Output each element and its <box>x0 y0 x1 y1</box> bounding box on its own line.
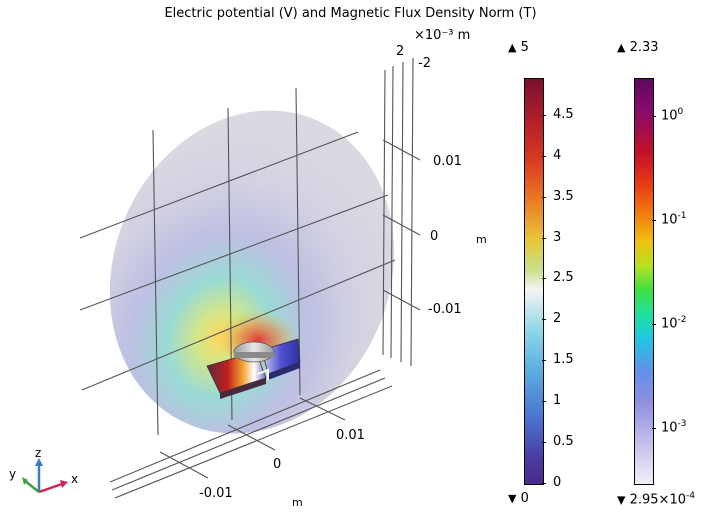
flux-tick-label: 10-1 <box>661 211 687 228</box>
flux-tick-label: 10-3 <box>661 418 687 436</box>
potential-tick-mark <box>542 401 546 403</box>
potential-tick-mark <box>542 278 546 280</box>
potential-tick-label: 0.5 <box>553 434 574 450</box>
axis-unit-x: m <box>292 496 303 509</box>
potential-tick-mark <box>542 196 546 198</box>
potential-tick-label: 3 <box>553 229 562 245</box>
tick-right-1: 0 <box>430 229 439 244</box>
potential-tick-mark <box>542 114 546 116</box>
potential-tick-mark <box>542 237 546 239</box>
flux-max-label: ▲ 2.33 <box>617 40 659 55</box>
potential-tick-label: 1.5 <box>553 352 574 368</box>
axis-unit-z: m <box>476 233 487 246</box>
potential-min-label: ▼ 0 <box>508 491 529 506</box>
potential-colorbar <box>524 78 544 485</box>
potential-tick-mark <box>542 483 546 484</box>
flux-tick-label: 100 <box>661 107 684 124</box>
potential-tick-label: 4 <box>553 147 562 163</box>
plot-title: Electric potential (V) and Magnetic Flux… <box>164 6 537 21</box>
small-connector <box>257 368 269 380</box>
grid-lines <box>79 57 421 499</box>
tick-top-1: -2 <box>418 56 431 71</box>
axis-y-label: y <box>9 467 17 481</box>
potential-max-label: ▲ 5 <box>508 40 529 55</box>
axis-triad <box>22 458 68 494</box>
potential-tick-mark <box>542 360 546 362</box>
tick-bottom-0: 0.01 <box>336 428 365 443</box>
tick-right-0: 0.01 <box>433 154 462 169</box>
tick-bottom-2: -0.01 <box>199 486 233 501</box>
device-geometry[interactable] <box>206 338 301 399</box>
potential-tick-label: 4.5 <box>553 106 574 122</box>
potential-tick-label: 0 <box>553 475 562 490</box>
tick-right-2: -0.01 <box>428 302 462 317</box>
right-plate-side <box>268 362 300 380</box>
flux-tick-mark <box>652 116 656 118</box>
potential-tick-label: 3.5 <box>553 188 574 204</box>
flux-tick-mark <box>652 323 656 325</box>
flux-tick-mark <box>652 220 656 222</box>
flux-min-label: ▼ 2.95×10-4 <box>617 491 695 508</box>
flux-tick-label: 10-2 <box>661 314 687 332</box>
axis-z-label: z <box>35 446 42 460</box>
potential-tick-label: 1 <box>553 393 562 409</box>
center-disc-side <box>234 352 274 358</box>
air-domain-ellipsoid <box>109 110 395 434</box>
potential-tick-label: 2 <box>553 311 562 327</box>
potential-tick-mark <box>542 319 546 321</box>
scale-unit-label: ×10⁻³ m <box>414 28 471 43</box>
left-plate-side <box>220 378 266 399</box>
flux-colorbar <box>634 78 654 485</box>
flux-tick-mark <box>652 427 656 429</box>
tick-bottom-1: 0 <box>273 457 282 472</box>
tick-top-0: 2 <box>396 44 405 59</box>
axis-x-label: x <box>71 472 79 486</box>
potential-tick-mark <box>542 155 546 157</box>
potential-tick-label: 2.5 <box>553 270 574 286</box>
potential-tick-mark <box>542 442 546 444</box>
